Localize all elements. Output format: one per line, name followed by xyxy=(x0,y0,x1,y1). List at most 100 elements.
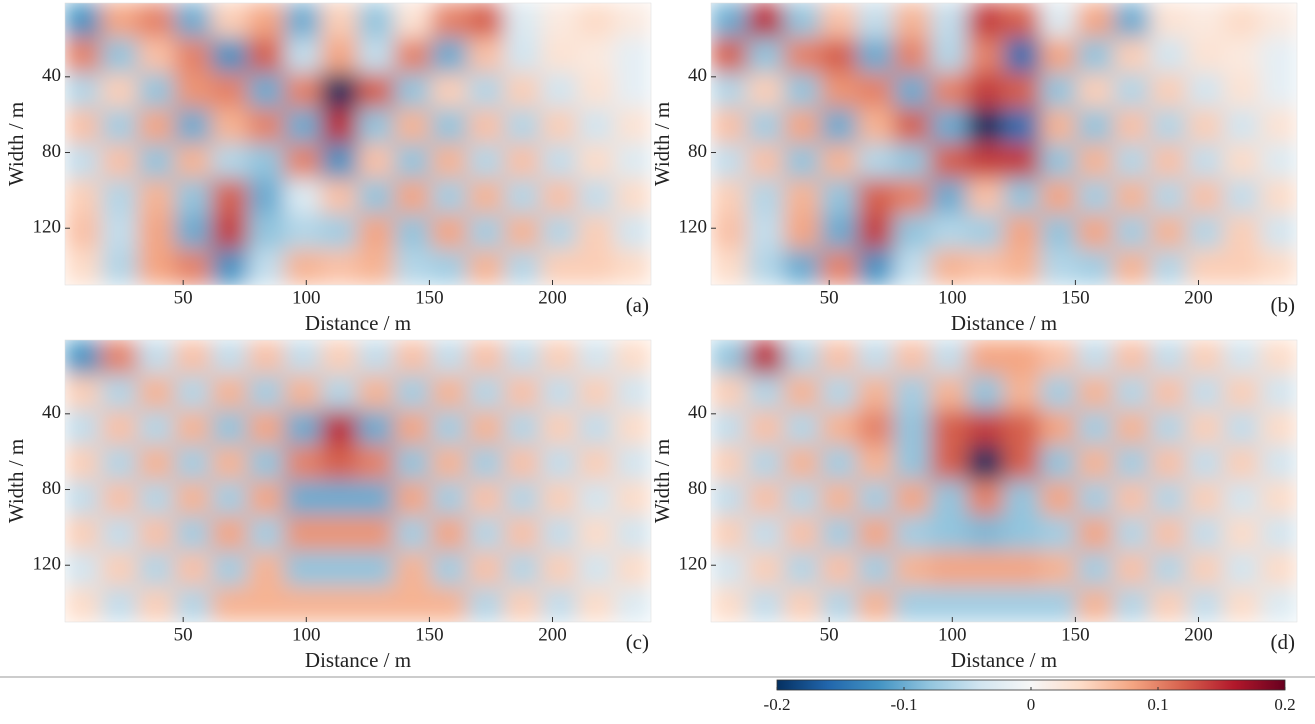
cell xyxy=(1113,551,1151,588)
cell xyxy=(284,37,322,74)
cell xyxy=(613,480,651,517)
cell xyxy=(65,445,103,482)
cell xyxy=(504,410,542,447)
colorbar-tick-label: -0.1 xyxy=(891,695,918,714)
cell xyxy=(137,586,176,622)
cell xyxy=(284,551,322,588)
cell xyxy=(467,73,505,110)
cell xyxy=(1223,410,1261,447)
cell xyxy=(467,586,505,622)
cell xyxy=(467,515,505,552)
cell xyxy=(1003,551,1042,588)
cell xyxy=(284,340,322,376)
cell xyxy=(540,445,579,482)
cell xyxy=(893,410,932,447)
cell xyxy=(1259,551,1297,588)
cell xyxy=(747,178,785,215)
x-axis-label: Distance / m xyxy=(951,648,1057,672)
cell xyxy=(613,249,651,285)
cell xyxy=(1113,143,1151,180)
cell xyxy=(320,551,359,588)
heatmap xyxy=(65,3,651,285)
x-tick-label: 200 xyxy=(1184,287,1213,308)
cell xyxy=(65,3,103,39)
x-tick-label: 50 xyxy=(820,624,839,645)
cell xyxy=(247,178,286,215)
cell xyxy=(430,586,469,622)
cell xyxy=(467,37,505,74)
cell xyxy=(1003,586,1042,622)
cell xyxy=(820,37,858,74)
cell xyxy=(577,551,615,588)
cell xyxy=(1150,73,1188,110)
cell xyxy=(247,143,286,180)
cell xyxy=(1040,214,1078,251)
x-axis-label: Distance / m xyxy=(951,311,1057,335)
cell xyxy=(747,515,785,552)
cell xyxy=(284,480,322,517)
x-tick-label: 100 xyxy=(292,624,321,645)
cell xyxy=(284,374,322,411)
cell xyxy=(1076,480,1115,517)
cell xyxy=(613,515,651,552)
cell xyxy=(1076,586,1115,622)
cell xyxy=(1259,445,1297,482)
cell xyxy=(101,178,139,215)
cell xyxy=(65,143,103,180)
cell xyxy=(247,410,286,447)
cell xyxy=(966,515,1005,552)
cell xyxy=(137,340,176,376)
cell xyxy=(711,515,749,552)
y-axis-label: Width / m xyxy=(4,439,28,523)
cell xyxy=(1150,551,1188,588)
cell xyxy=(1003,515,1042,552)
cell xyxy=(893,249,932,285)
cell xyxy=(1076,37,1115,74)
cell xyxy=(101,73,139,110)
cell xyxy=(783,3,822,39)
cell xyxy=(174,586,212,622)
cell xyxy=(1113,410,1151,447)
x-tick-label: 150 xyxy=(1061,287,1090,308)
y-axis-label: Width / m xyxy=(4,102,28,186)
cell xyxy=(1150,178,1188,215)
cell xyxy=(930,108,968,145)
cell xyxy=(820,143,858,180)
cell xyxy=(357,73,396,110)
cell xyxy=(1040,586,1078,622)
cell xyxy=(747,340,785,376)
cell xyxy=(1040,340,1078,376)
x-tick-label: 200 xyxy=(538,624,567,645)
cell xyxy=(137,214,176,251)
cell xyxy=(65,178,103,215)
cell xyxy=(893,37,932,74)
y-tick-label: 120 xyxy=(679,554,708,575)
panel-label: (a) xyxy=(626,293,649,317)
cell xyxy=(137,551,176,588)
plot-frame xyxy=(64,339,652,623)
cell xyxy=(211,480,249,517)
cell xyxy=(247,480,286,517)
heatmap xyxy=(711,3,1297,285)
cell xyxy=(284,410,322,447)
cell xyxy=(783,374,822,411)
cell xyxy=(504,108,542,145)
y-tick-label: 40 xyxy=(42,65,61,86)
cell xyxy=(1040,515,1078,552)
x-tick-label: 100 xyxy=(292,287,321,308)
cell xyxy=(101,3,139,39)
cell xyxy=(101,410,139,447)
cell xyxy=(320,73,359,110)
cell xyxy=(820,178,858,215)
cell xyxy=(1040,178,1078,215)
cell xyxy=(1186,37,1225,74)
cell xyxy=(540,108,579,145)
cell xyxy=(320,178,359,215)
cell xyxy=(540,178,579,215)
cell xyxy=(966,410,1005,447)
cell xyxy=(893,480,932,517)
x-tick-label: 50 xyxy=(820,287,839,308)
cell xyxy=(711,178,749,215)
cell xyxy=(394,340,432,376)
